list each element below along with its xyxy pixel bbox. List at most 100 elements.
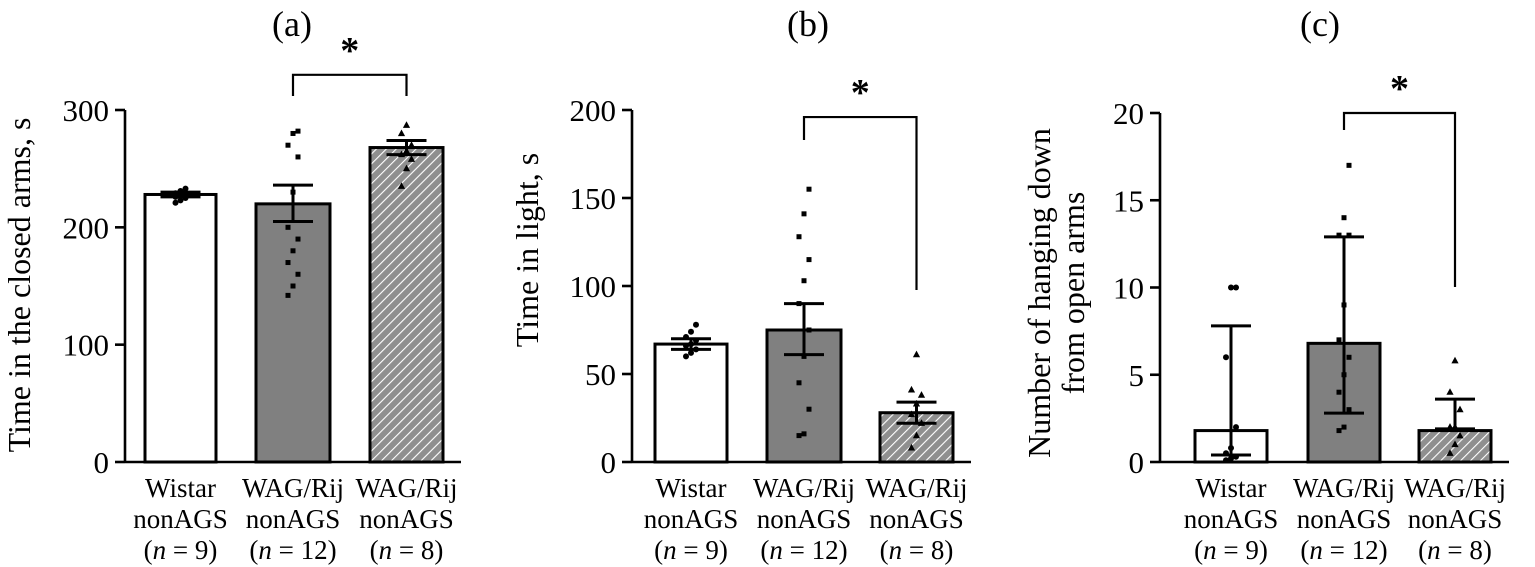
y-tick-label: 15 (1113, 183, 1144, 218)
category-label: nonAGS (644, 504, 739, 534)
data-point (1233, 284, 1239, 291)
data-point (1341, 215, 1347, 221)
data-point (688, 341, 694, 348)
data-point (1451, 356, 1459, 364)
data-point (285, 260, 291, 266)
category-n-part: = 9) (166, 535, 217, 565)
significance-bracket (1342, 111, 1457, 287)
panel-a: (a) Time in the closed arms, s 0 100 200 300 *… (1, 4, 461, 565)
data-point (1341, 424, 1347, 430)
data-point (806, 257, 812, 263)
data-point (1223, 450, 1229, 457)
data-point (295, 236, 301, 242)
category-label: WAG/Rij (1293, 473, 1395, 503)
category-n-part: n (1203, 535, 1217, 565)
data-point (907, 385, 916, 393)
data-point (1446, 423, 1454, 430)
category-n-label: (n = 9) (1194, 535, 1268, 565)
data-point (172, 199, 179, 206)
data-point (1223, 457, 1229, 464)
significance-bracket (802, 115, 918, 290)
y-tick-label: 20 (1113, 96, 1144, 131)
chart-title: (a) (272, 4, 312, 44)
category-n-part: n (153, 535, 167, 565)
category-n-part: = 12) (272, 535, 337, 565)
y-tick-label: 10 (1113, 271, 1144, 306)
data-point (796, 433, 802, 439)
data-point (290, 248, 296, 254)
data-point (1336, 232, 1342, 238)
data-point (1346, 162, 1352, 168)
category-n-part: ( (1300, 535, 1309, 565)
category-n-part: ( (1418, 535, 1427, 565)
category-n-part: n (769, 535, 783, 565)
y-axis-label: Number of hanging downfrom open arms (1021, 128, 1091, 458)
y-axis-label-line: from open arms (1055, 192, 1091, 395)
data-point (1346, 407, 1352, 413)
y-tick-label: 0 (601, 445, 617, 480)
data-point (285, 224, 291, 230)
chart-title: (c) (1300, 4, 1340, 44)
data-point (1446, 388, 1454, 395)
category-n-part: n (1427, 535, 1441, 565)
category-n-label: (n = 9) (654, 535, 728, 565)
category-label: Wistar (145, 473, 216, 503)
chart-title: (b) (787, 4, 829, 44)
y-tick-label: 5 (1129, 358, 1145, 393)
data-point (801, 211, 807, 217)
data-point (1336, 389, 1342, 395)
category-n-label: (n = 8) (880, 535, 954, 565)
data-point (285, 292, 291, 298)
data-point (907, 443, 916, 451)
data-point (295, 128, 301, 134)
data-point (801, 353, 807, 359)
y-axis-label: Time in the closed arms, s (1, 118, 37, 453)
data-point (402, 121, 411, 128)
category-n-part: n (889, 535, 903, 565)
data-point (796, 234, 802, 240)
category-label: nonAGS (246, 504, 341, 534)
y-tick-label: 200 (570, 93, 617, 128)
category-label: WAG/Rij (753, 473, 855, 503)
y-tick-label: 150 (570, 181, 617, 216)
category-n-part: ( (880, 535, 889, 565)
data-point (912, 350, 921, 358)
data-point (295, 154, 301, 160)
data-point (397, 129, 406, 137)
y-axis-label: Time in light, s (509, 153, 545, 347)
data-point (1341, 302, 1347, 308)
category-label: nonAGS (133, 504, 228, 534)
panel-c: (c) Number of hanging downfrom open arms 0… (1021, 4, 1509, 565)
category-n-part: n (663, 535, 677, 565)
category-label: nonAGS (1408, 504, 1503, 534)
data-point (801, 278, 807, 284)
significance-star: * (1390, 68, 1409, 110)
category-label: WAG/Rij (242, 473, 344, 503)
data-point (182, 191, 189, 198)
data-point (917, 391, 926, 398)
data-point (1228, 455, 1234, 462)
significance-bracket (291, 73, 408, 96)
category-label: nonAGS (869, 504, 964, 534)
significance-star: * (340, 30, 359, 72)
category-n-part: = 12) (783, 535, 848, 565)
category-n-label: (n = 12) (249, 535, 336, 565)
category-n-part: = 9) (1217, 535, 1268, 565)
data-point (1336, 428, 1342, 434)
data-point (796, 301, 802, 307)
category-n-part: ( (370, 535, 379, 565)
category-label: WAG/Rij (1404, 473, 1506, 503)
data-point (295, 271, 301, 277)
data-point (683, 342, 689, 349)
data-point (182, 185, 189, 192)
category-n-part: ( (654, 535, 663, 565)
data-point (1228, 445, 1234, 452)
data-point (1451, 440, 1459, 448)
category-n-part: n (379, 535, 393, 565)
category-label: Wistar (1196, 473, 1267, 503)
data-point (1446, 449, 1454, 456)
data-point (397, 182, 406, 189)
category-n-label: (n = 12) (1300, 535, 1387, 565)
data-point (801, 431, 807, 437)
